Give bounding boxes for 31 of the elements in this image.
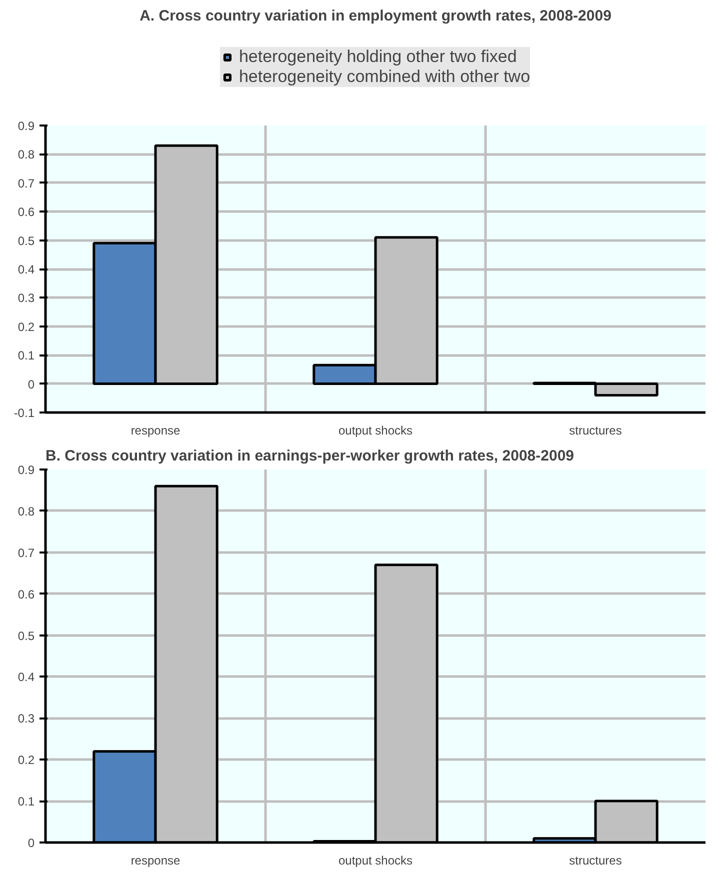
chart-title: A. Cross country variation in employment growth rates, 2008-2009	[140, 8, 612, 24]
y-tick-label: -0.1	[14, 406, 35, 420]
x-tick-label: structures	[569, 854, 622, 868]
y-tick-label: 0.8	[18, 504, 35, 518]
y-tick-label: 0.2	[18, 320, 35, 334]
y-tick-label: 0.1	[18, 348, 35, 363]
x-tick-label: output shocks	[338, 424, 413, 438]
y-tick-label: 0	[28, 836, 35, 850]
x-tick-label: response	[130, 854, 181, 868]
chart-title: B. Cross country variation in earnings-per-worker growth rates, 2008-2009	[46, 448, 574, 464]
y-tick-label: 0.9	[18, 463, 35, 477]
legend-label: heterogeneity combined with other two	[238, 67, 530, 87]
y-tick-label: 0.3	[18, 712, 35, 726]
y-tick-label: 0.3	[18, 291, 35, 306]
y-tick-label: 0.6	[18, 205, 35, 220]
x-tick-label: structures	[569, 424, 622, 438]
y-tick-label: 0.6	[18, 587, 35, 602]
y-tick-label: 0.7	[18, 176, 35, 190]
x-tick-label: response	[130, 424, 181, 438]
y-tick-label: 0.8	[18, 148, 35, 162]
y-tick-label: 0.4	[18, 670, 35, 684]
y-tick-label: 0.1	[18, 794, 35, 809]
legend-label: heterogeneity holding other two fixed	[238, 47, 517, 67]
x-tick-label: output shocks	[338, 854, 413, 868]
y-tick-label: 0.2	[18, 753, 35, 768]
y-tick-label: 0.9	[18, 119, 35, 133]
y-tick-label: 0.4	[18, 262, 35, 276]
y-tick-label: 0.5	[18, 628, 35, 643]
y-tick-label: 0	[28, 377, 35, 392]
y-tick-label: 0.5	[18, 234, 35, 248]
y-tick-label: 0.7	[18, 546, 35, 560]
